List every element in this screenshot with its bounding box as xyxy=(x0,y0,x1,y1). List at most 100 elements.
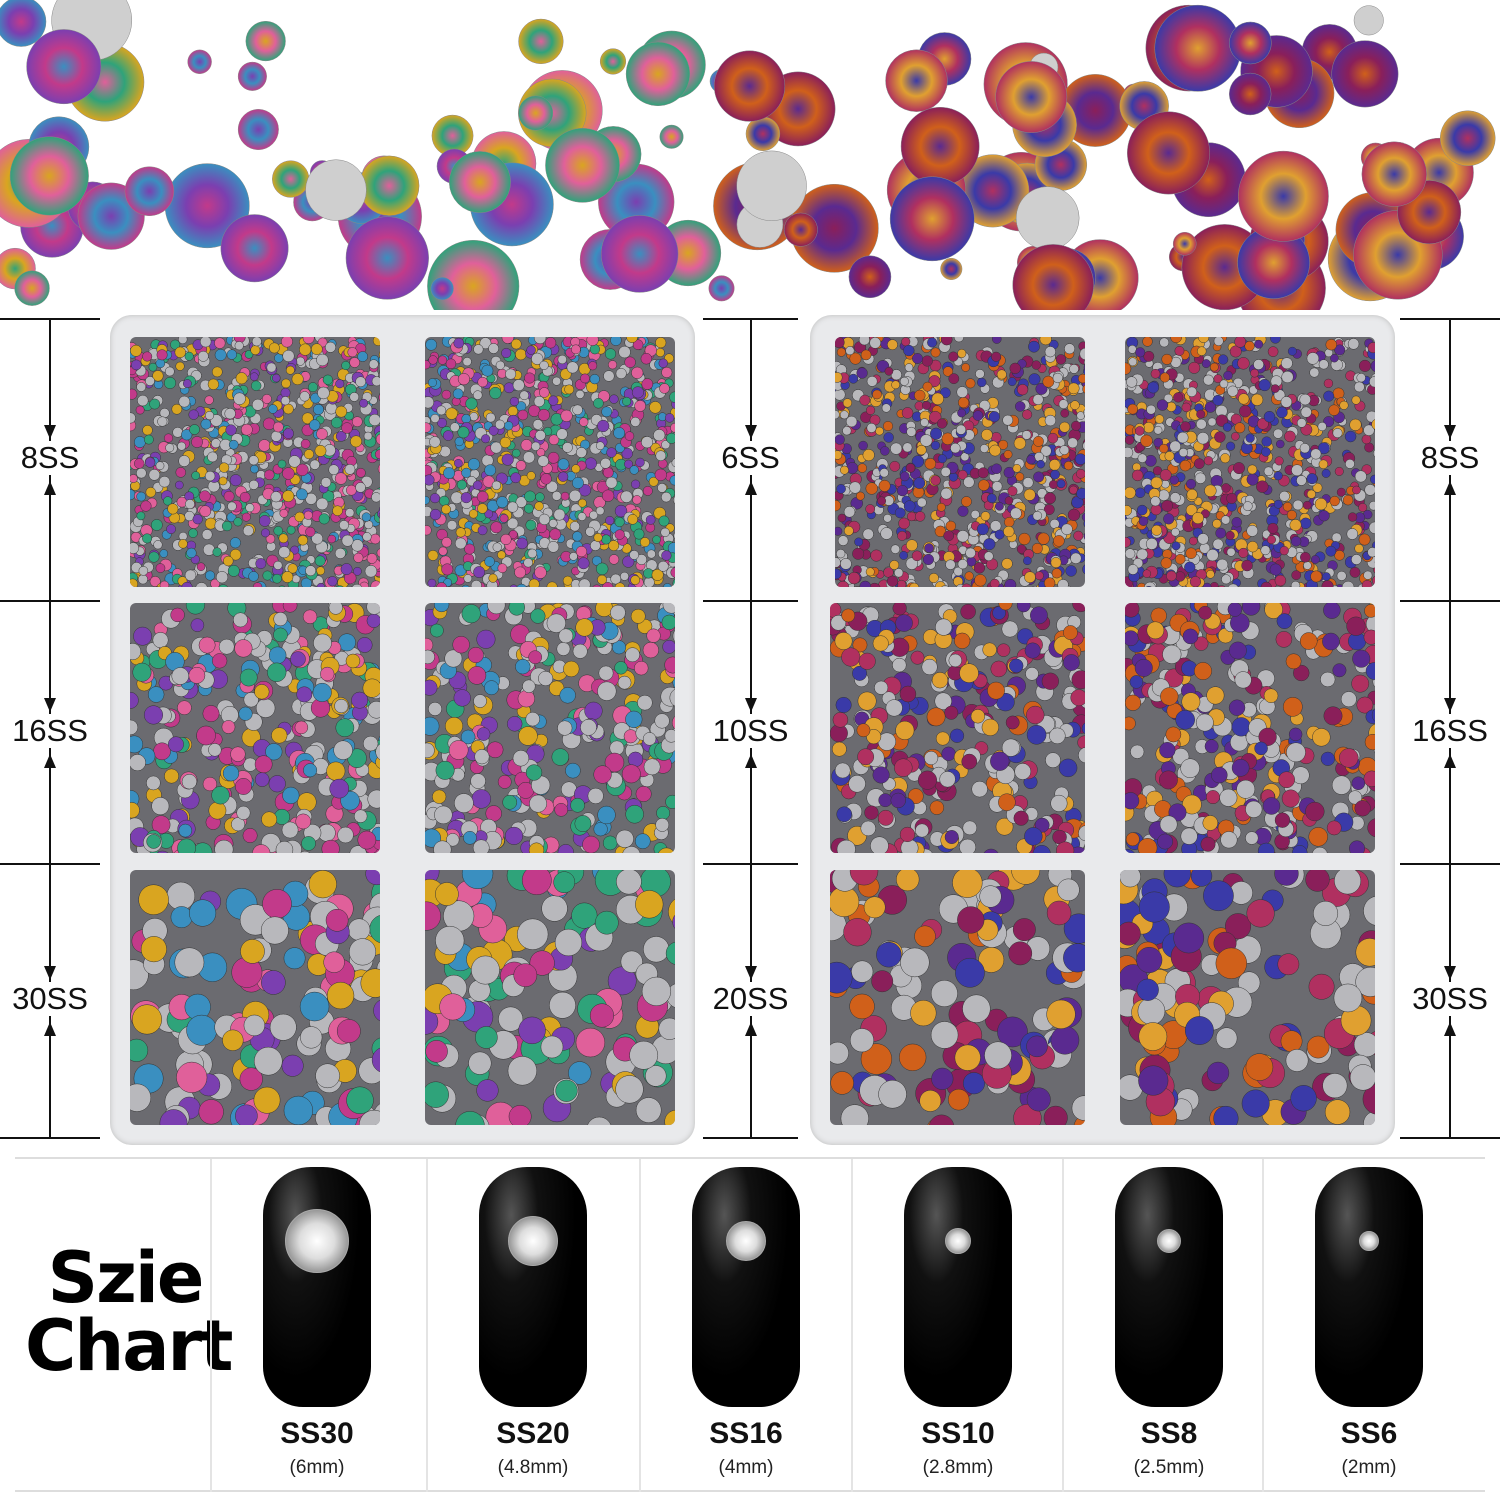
rhinestone xyxy=(544,337,557,349)
rhinestone xyxy=(295,356,305,366)
rhinestone xyxy=(324,341,336,353)
rhinestone xyxy=(255,698,276,718)
rhinestone xyxy=(572,531,583,542)
rhinestone xyxy=(1245,433,1255,443)
rhinestone xyxy=(1175,553,1186,565)
rhinestone xyxy=(309,419,321,431)
rhinestone xyxy=(982,642,997,657)
rhinestone xyxy=(966,556,977,567)
rhinestone xyxy=(1061,523,1073,536)
rhinestone xyxy=(922,553,934,566)
rhinestone xyxy=(989,444,1001,457)
rhinestone xyxy=(1125,694,1142,711)
rhinestone xyxy=(177,838,197,853)
rhinestone xyxy=(476,727,491,741)
rhinestone xyxy=(461,584,470,587)
rhinestone xyxy=(835,409,840,420)
rhinestone xyxy=(512,750,530,767)
rhinestone xyxy=(345,653,361,669)
rhinestone xyxy=(305,159,367,221)
rhinestone xyxy=(1286,742,1306,763)
rhinestone xyxy=(860,349,872,361)
rhinestone xyxy=(226,349,238,360)
rhinestone xyxy=(316,353,329,367)
rhinestone xyxy=(904,363,914,372)
rhinestone xyxy=(277,459,287,469)
rhinestone xyxy=(143,434,154,445)
rhinestone xyxy=(471,955,500,985)
rhinestone xyxy=(874,680,889,695)
rhinestone xyxy=(1285,653,1302,670)
rhinestone xyxy=(635,890,664,919)
rhinestone xyxy=(1159,337,1170,348)
rhinestone xyxy=(894,507,906,519)
rhinestone xyxy=(894,758,913,777)
rhinestone xyxy=(245,21,286,62)
rhinestone xyxy=(148,551,160,563)
rhinestone xyxy=(149,398,161,410)
rhinestone xyxy=(1299,632,1318,650)
rhinestone xyxy=(548,434,560,446)
rhinestone xyxy=(530,608,546,624)
rhinestone xyxy=(1221,574,1232,585)
rhinestone xyxy=(325,908,349,932)
rhinestone xyxy=(1305,801,1325,822)
rhinestone xyxy=(834,762,851,779)
rhinestone xyxy=(476,490,489,503)
rhinestone xyxy=(513,963,538,988)
rhinestone xyxy=(1074,453,1085,465)
rhinestone xyxy=(1231,432,1240,441)
rhinestone xyxy=(261,970,286,995)
rhinestone xyxy=(444,716,464,736)
rhinestone xyxy=(238,706,253,721)
rhinestone xyxy=(489,386,502,400)
rhinestone xyxy=(557,844,574,853)
rhinestone xyxy=(248,455,259,466)
rhinestone xyxy=(620,950,643,973)
rhinestone xyxy=(237,61,267,91)
rhinestone xyxy=(897,530,908,541)
rhinestone xyxy=(976,523,989,536)
rhinestone xyxy=(148,469,161,481)
rhinestone xyxy=(593,397,604,409)
rhinestone xyxy=(1125,536,1131,548)
rhinestone xyxy=(135,405,145,415)
rhinestone xyxy=(600,457,611,469)
rhinestone xyxy=(335,430,347,442)
rhinestone xyxy=(1144,581,1156,587)
rhinestone xyxy=(204,395,214,405)
rhinestone xyxy=(1186,386,1198,397)
rhinestone xyxy=(1274,574,1287,587)
rhinestone xyxy=(890,442,903,455)
rhinestone xyxy=(181,429,193,441)
rhinestone xyxy=(510,472,522,484)
rhinestone xyxy=(1161,353,1173,365)
rhinestone xyxy=(1223,370,1233,381)
rhinestone xyxy=(507,1056,538,1086)
rhinestone xyxy=(351,416,363,428)
rhinestone xyxy=(558,628,574,644)
rhinestone xyxy=(273,421,284,433)
rhinestone xyxy=(239,668,258,687)
rhinestone xyxy=(333,740,353,760)
rhinestone xyxy=(1044,492,1056,505)
rhinestone xyxy=(1234,422,1246,434)
rhinestone xyxy=(1125,446,1134,459)
rhinestone xyxy=(1171,527,1180,537)
rhinestone xyxy=(1261,447,1271,457)
rhinestone xyxy=(301,412,314,425)
rhinestone xyxy=(171,403,183,415)
rhinestone xyxy=(344,464,356,475)
rhinestone xyxy=(460,492,472,504)
rhinestone xyxy=(624,459,633,469)
rhinestone xyxy=(1129,675,1144,689)
rhinestone xyxy=(130,1083,152,1112)
rhinestone xyxy=(497,563,508,574)
rhinestone xyxy=(1137,453,1148,463)
rhinestone xyxy=(452,388,464,400)
rhinestone xyxy=(143,705,163,725)
rhinestone xyxy=(283,428,294,439)
rhinestone xyxy=(1323,378,1334,389)
rhinestone xyxy=(665,794,675,809)
rhinestone xyxy=(592,584,602,587)
